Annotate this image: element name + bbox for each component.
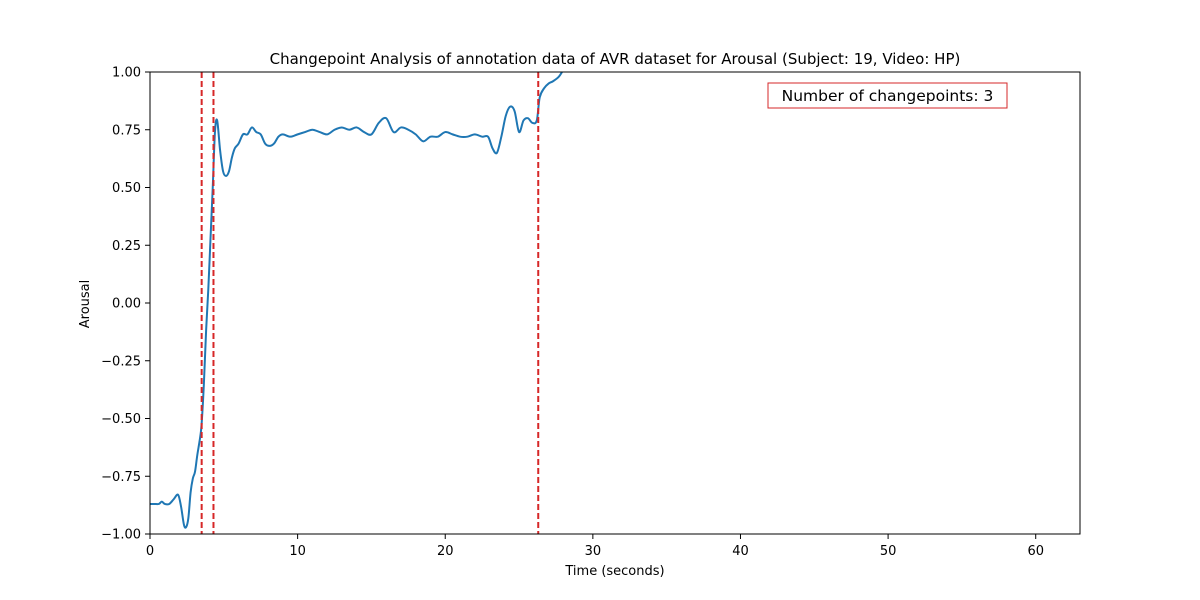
x-tick-label: 60: [1027, 544, 1044, 559]
y-tick-label: 0.75: [112, 123, 141, 138]
x-tick-label: 10: [289, 544, 306, 559]
axes-frame: [149, 71, 1081, 535]
chart-title: Changepoint Analysis of annotation data …: [270, 50, 961, 68]
y-axis-label: Arousal: [78, 280, 93, 329]
y-tick-label: 0.25: [112, 239, 141, 254]
axes-border: [149, 71, 1081, 535]
annotation-text: Number of changepoints: 3: [782, 87, 994, 105]
x-axis-ticks: 0 10 20 30 40 50 60: [146, 534, 1044, 559]
y-tick-label: 0.00: [112, 297, 141, 312]
y-tick-label: 1.00: [112, 66, 141, 81]
y-tick-label: −0.50: [101, 412, 141, 427]
series-line-1: [150, 72, 564, 529]
plot-area: [150, 72, 564, 529]
x-tick-label: 30: [585, 544, 602, 559]
x-axis-label: Time (seconds): [564, 564, 664, 579]
changepoint-lines: [200, 72, 540, 534]
x-tick-label: 50: [880, 544, 897, 559]
y-axis-ticks: −1.00 −0.75 −0.50 −0.25 0.00 0.25 0.50 0.75 1.00: [101, 66, 150, 543]
changepoint-count-annotation: Number of changepoints: 3: [767, 82, 1008, 109]
x-tick-label: 20: [437, 544, 454, 559]
y-tick-label: −0.25: [101, 354, 141, 369]
x-tick-label: 40: [732, 544, 749, 559]
y-tick-label: 0.50: [112, 181, 141, 196]
annotation-box: [767, 82, 1008, 109]
x-tick-label: 0: [146, 544, 154, 559]
y-tick-label: −1.00: [101, 528, 141, 543]
y-tick-label: −0.75: [101, 470, 141, 485]
